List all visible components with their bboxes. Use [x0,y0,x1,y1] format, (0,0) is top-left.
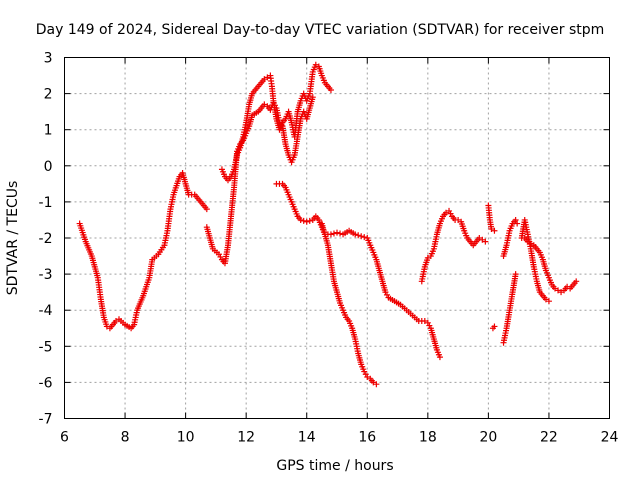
y-tick-label: -2 [39,231,53,247]
data-point [355,232,362,239]
data-point [524,238,531,245]
x-tick-label: 10 [177,430,195,446]
series-track-g [485,202,498,332]
data-point [555,287,562,294]
data-point [203,206,210,213]
data-point [421,318,428,325]
series-track-b [203,94,316,267]
data-point [112,318,119,325]
data-point [261,76,268,83]
x-tick-label: 12 [237,430,255,446]
data-point [358,233,365,240]
data-point [303,218,310,225]
data-point [327,231,334,238]
data-point [312,61,319,68]
y-axis-label: SDTVAR / TECUs [5,181,21,296]
data-point [264,74,271,81]
data-point [361,234,368,241]
data-point [552,285,558,292]
x-tick-label: 24 [601,430,619,446]
data-point [309,94,316,101]
y-tick-label: -6 [39,375,53,391]
data-point [545,298,552,305]
data-point [491,323,498,330]
data-point [424,254,431,261]
data-point [327,86,334,93]
data-point [337,230,344,237]
x-tick-label: 6 [60,430,69,446]
x-tick-label: 8 [121,430,130,446]
y-tick-label: 3 [44,51,53,67]
chart-title: Day 149 of 2024, Sidereal Day-to-day VTE… [36,22,605,38]
series-track-h [500,216,521,346]
data-point [455,216,462,223]
x-tick-label: 20 [479,430,497,446]
x-tick-label: 18 [419,430,437,446]
data-point [306,217,313,224]
x-tick-label: 14 [298,430,316,446]
x-tick-label: 16 [358,430,376,446]
series-track-a [76,170,210,332]
data-point [488,225,495,232]
data-points [76,61,580,388]
y-tick-label: 2 [44,87,53,103]
data-point [573,278,580,285]
x-axis-label: GPS time / hours [276,458,393,474]
data-point [479,236,486,243]
data-point [527,240,534,247]
y-tick-label: -5 [39,339,53,355]
series-track-d [273,180,443,361]
data-point [330,230,337,237]
y-tick-label: 0 [44,159,53,175]
data-point [300,217,307,224]
data-point [436,354,443,361]
series-track-i [518,216,580,305]
data-point [491,227,498,234]
data-point [334,229,340,236]
y-tick-label: -7 [39,412,53,428]
y-tick-label: -4 [39,303,53,319]
series-track-e [318,220,380,388]
data-point [542,296,549,303]
data-point [558,289,565,296]
data-point [512,271,519,278]
data-point [373,381,380,388]
x-tick-label: 22 [540,430,558,446]
y-tick-label: -1 [39,195,53,211]
data-point [443,209,449,216]
y-tick-label: 1 [44,123,53,139]
data-point [261,101,268,108]
data-point [370,379,377,386]
data-point [352,231,359,238]
data-point [297,216,304,223]
series-track-f [418,207,489,285]
series-track-c [218,61,334,184]
plot-frame [64,57,610,419]
data-point [476,235,483,241]
data-point [512,216,519,223]
y-tick-label: -3 [39,267,53,283]
data-point [514,220,521,227]
data-point [364,373,371,380]
data-point [482,238,489,245]
